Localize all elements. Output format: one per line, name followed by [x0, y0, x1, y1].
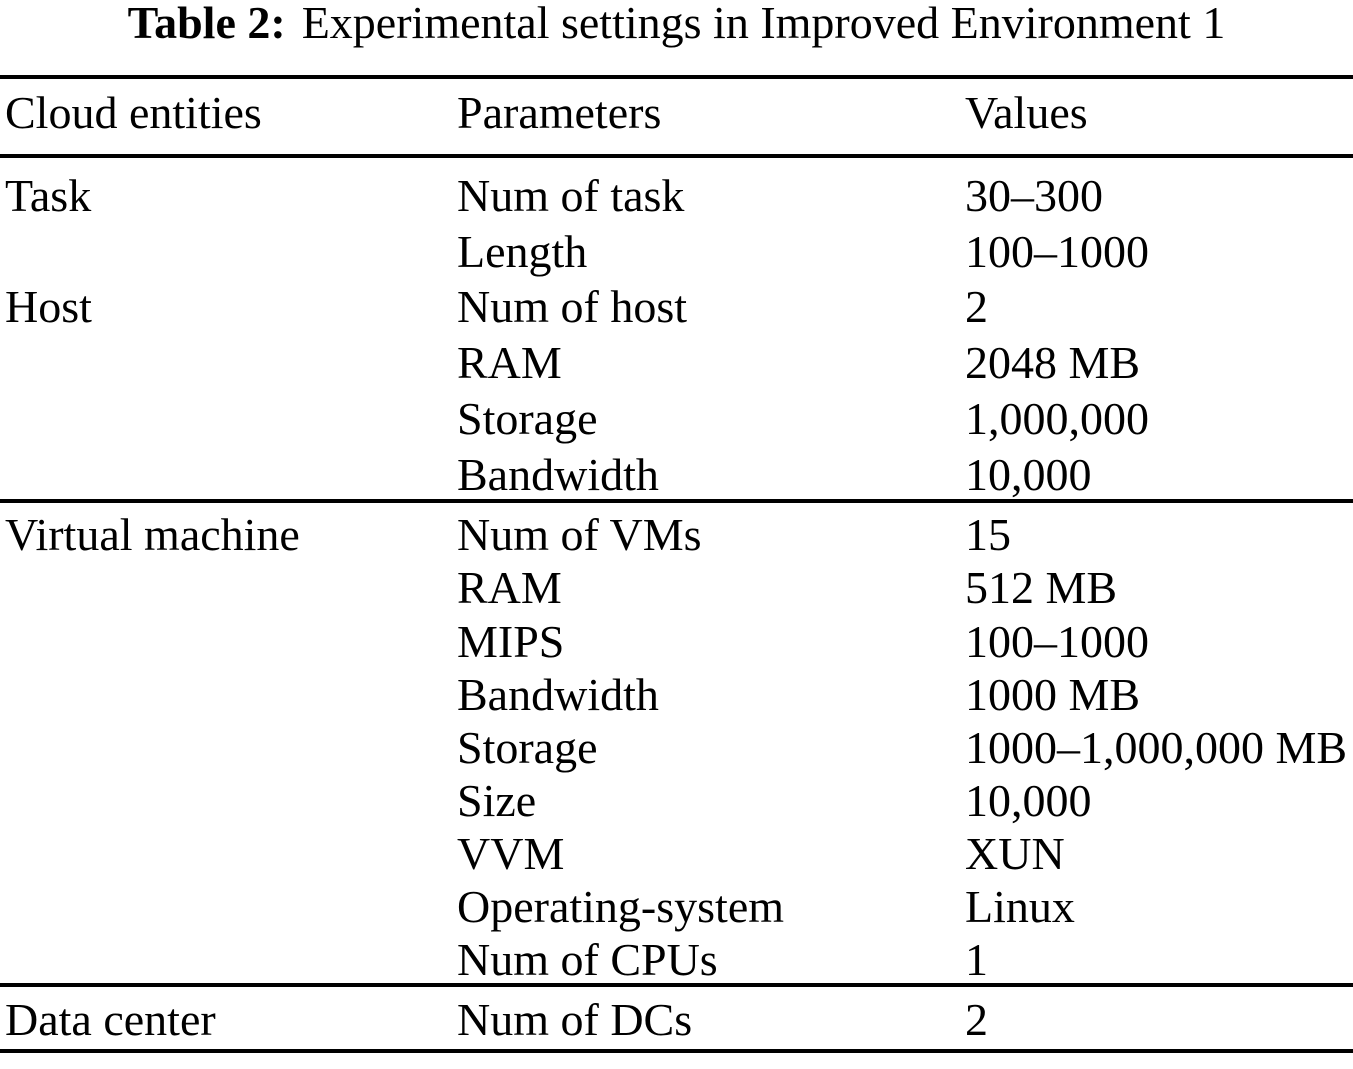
value-cell: 2: [965, 281, 988, 333]
parameter-cell: Bandwidth: [457, 668, 659, 720]
column-header-cloud-entities: Cloud entities: [5, 87, 262, 139]
parameter-cell: VVM: [457, 827, 565, 879]
table-caption-label: Table 2:: [127, 0, 286, 48]
table-row: VVM XUN: [0, 828, 1353, 881]
value-cell: 1000–1,000,000 MB: [965, 721, 1348, 773]
table-row: Size 10,000: [0, 774, 1353, 827]
value-cell: 1000 MB: [965, 668, 1141, 720]
table-row: Storage 1,000,000: [0, 391, 1353, 447]
value-cell: 1,000,000: [965, 392, 1149, 444]
table-row: Bandwidth 1000 MB: [0, 668, 1353, 721]
parameter-cell: Length: [457, 225, 588, 277]
entity-cell: Host: [5, 281, 92, 333]
table-row: Data center Num of DCs 2: [0, 987, 1353, 1053]
column-header-values: Values: [965, 87, 1088, 139]
value-cell: 2: [965, 993, 988, 1045]
value-cell: XUN: [965, 827, 1065, 879]
parameter-cell: Size: [457, 774, 537, 826]
table-row: Storage 1000–1,000,000 MB: [0, 721, 1353, 774]
parameter-cell: Operating-system: [457, 881, 785, 933]
parameter-cell: Num of CPUs: [457, 934, 718, 986]
parameter-cell: RAM: [457, 562, 562, 614]
table-row: RAM 512 MB: [0, 562, 1353, 615]
parameter-cell: Num of VMs: [457, 509, 702, 561]
value-cell: Linux: [965, 881, 1075, 933]
table-row: Operating-system Linux: [0, 881, 1353, 934]
settings-table: Cloud entities Parameters Values Task Nu…: [0, 75, 1353, 1053]
table-section-task-host: Task Num of task 30–300 Length 100–1000 …: [0, 154, 1353, 499]
parameter-cell: Num of host: [457, 281, 687, 333]
parameter-cell: Num of DCs: [457, 993, 693, 1045]
table-row: Length 100–1000: [0, 224, 1353, 280]
value-cell: 10,000: [965, 448, 1092, 500]
value-cell: 100–1000: [965, 615, 1149, 667]
table-row: Bandwidth 10,000: [0, 447, 1353, 503]
value-cell: 15: [965, 509, 1011, 561]
entity-cell: Virtual machine: [5, 509, 300, 561]
parameter-cell: RAM: [457, 337, 562, 389]
entity-cell: Data center: [5, 993, 216, 1045]
table-row: MIPS 100–1000: [0, 615, 1353, 668]
table-section-data-center: Data center Num of DCs 2: [0, 983, 1353, 1049]
parameter-cell: Num of task: [457, 169, 685, 221]
table-caption: Table 2: Experimental settings in Improve…: [0, 0, 1353, 48]
table-section-virtual-machine: Virtual machine Num of VMs 15 RAM 512 MB…: [0, 499, 1353, 984]
table-row: Virtual machine Num of VMs 15: [0, 509, 1353, 562]
value-cell: 1: [965, 934, 988, 986]
value-cell: 2048 MB: [965, 337, 1141, 389]
table-header-row: Cloud entities Parameters Values: [0, 79, 1353, 154]
table-row: Host Num of host 2: [0, 280, 1353, 336]
parameter-cell: Bandwidth: [457, 448, 659, 500]
entity-cell: Task: [5, 169, 92, 221]
parameter-cell: MIPS: [457, 615, 565, 667]
value-cell: 10,000: [965, 774, 1092, 826]
value-cell: 512 MB: [965, 562, 1118, 614]
value-cell: 100–1000: [965, 225, 1149, 277]
parameter-cell: Storage: [457, 721, 598, 773]
column-header-parameters: Parameters: [457, 87, 662, 139]
table-caption-text: Experimental settings in Improved Enviro…: [301, 0, 1226, 48]
table-row: Task Num of task 30–300: [0, 168, 1353, 224]
value-cell: 30–300: [965, 169, 1103, 221]
table-row: RAM 2048 MB: [0, 335, 1353, 391]
parameter-cell: Storage: [457, 392, 598, 444]
table-row: Num of CPUs 1: [0, 934, 1353, 987]
